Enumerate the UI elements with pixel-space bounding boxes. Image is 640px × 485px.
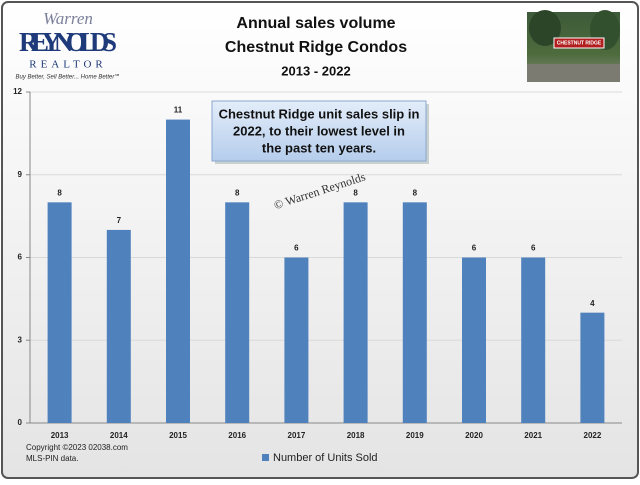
title-line: 2013 - 2022 bbox=[281, 63, 350, 78]
logo-sub: REALTOR bbox=[29, 59, 107, 71]
data-label: 6 bbox=[294, 244, 299, 253]
bar bbox=[521, 257, 546, 423]
bar bbox=[106, 229, 131, 423]
logo: Warren REYNOLDS REALTOR Buy Better, Sell… bbox=[16, 9, 121, 81]
logo-name: REYNOLDS bbox=[19, 27, 117, 57]
data-label: 8 bbox=[235, 188, 240, 197]
title: Annual sales volume Chestnut Ridge Condo… bbox=[225, 15, 407, 78]
plot-area: 0 3 6 9 12 2013 8 2014 7 2015 11 2016 8 2017 6 2018 8 201… bbox=[13, 87, 622, 464]
y-tick-label: 9 bbox=[18, 170, 23, 179]
y-tick-label: 0 bbox=[18, 418, 23, 427]
footer-line: Copyright ©2023 02038.com bbox=[26, 443, 128, 452]
y-tick-label: 3 bbox=[18, 335, 23, 344]
y-tick-label: 6 bbox=[18, 253, 23, 262]
bar bbox=[47, 202, 72, 423]
x-tick-label: 2021 bbox=[524, 431, 542, 440]
data-label: 8 bbox=[57, 188, 62, 197]
data-label: 6 bbox=[531, 244, 536, 253]
bar bbox=[402, 202, 427, 423]
x-tick-label: 2019 bbox=[406, 431, 424, 440]
x-tick-label: 2018 bbox=[347, 431, 365, 440]
bar bbox=[462, 257, 486, 423]
x-tick-label: 2016 bbox=[228, 431, 246, 440]
annotation-line: Chestnut Ridge unit sales slip in bbox=[219, 106, 420, 121]
x-tick-label: 2020 bbox=[465, 431, 483, 440]
x-tick-label: 2014 bbox=[110, 431, 128, 440]
photo: CHESTNUT RIDGE bbox=[527, 10, 620, 82]
bar bbox=[225, 202, 250, 423]
data-label: 8 bbox=[413, 188, 418, 197]
x-tick-label: 2017 bbox=[288, 431, 306, 440]
footer-line: MLS-PIN data. bbox=[26, 454, 78, 463]
data-label: 4 bbox=[590, 299, 595, 308]
annotation: Chestnut Ridge unit sales slip in 2022, … bbox=[211, 100, 429, 164]
bar bbox=[166, 119, 190, 423]
title-line: Annual sales volume bbox=[236, 15, 395, 32]
data-label: 8 bbox=[353, 188, 358, 197]
title-line: Chestnut Ridge Condos bbox=[225, 39, 407, 56]
x-tick-label: 2022 bbox=[584, 431, 602, 440]
legend-swatch bbox=[262, 454, 269, 461]
data-label: 11 bbox=[174, 106, 183, 115]
annotation-line: the past ten years. bbox=[262, 140, 376, 155]
y-tick-label: 12 bbox=[13, 87, 22, 96]
logo-script: Warren bbox=[43, 9, 93, 28]
logo-tagline: Buy Better, Sell Better... Home Better℠ bbox=[16, 74, 121, 81]
bar bbox=[580, 312, 605, 423]
photo-sign-text: CHESTNUT RIDGE bbox=[557, 40, 602, 46]
bar bbox=[284, 257, 309, 423]
annotation-line: 2022, to their lowest level in bbox=[233, 123, 405, 138]
data-label: 6 bbox=[472, 244, 477, 253]
x-tick-label: 2013 bbox=[51, 431, 69, 440]
x-tick-label: 2015 bbox=[169, 431, 187, 440]
legend-label: Number of Units Sold bbox=[273, 452, 378, 464]
annotation-box bbox=[211, 100, 427, 162]
bar bbox=[343, 202, 368, 423]
data-label: 7 bbox=[117, 216, 122, 225]
